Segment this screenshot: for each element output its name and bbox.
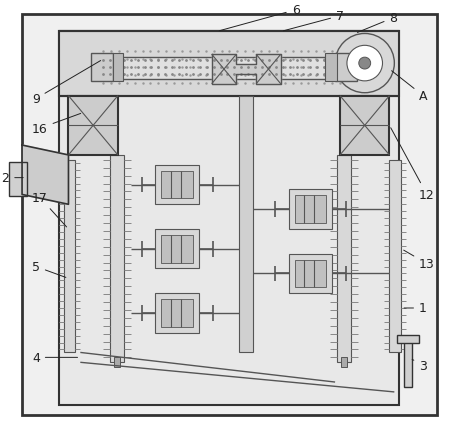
Polygon shape [212,55,281,85]
Bar [59,32,399,96]
Text: 17: 17 [32,191,67,227]
Bar [98,58,335,80]
Bar [155,294,199,333]
Bar [404,338,412,387]
Bar [289,254,332,294]
Circle shape [347,46,383,82]
Bar [64,160,75,353]
Bar [155,230,199,269]
Bar [114,357,120,367]
Bar [325,54,337,82]
Circle shape [359,58,370,70]
Bar [340,96,390,156]
Bar [335,54,357,82]
Bar [295,260,326,288]
Bar [161,235,193,263]
Text: 3: 3 [412,359,427,372]
Bar [295,196,326,224]
Bar [59,32,399,405]
Bar [289,190,332,230]
Bar [161,299,193,327]
Text: 13: 13 [404,251,435,270]
Text: 12: 12 [391,129,435,202]
Bar [91,54,113,82]
Circle shape [335,34,395,93]
Bar [341,357,347,367]
Bar [397,335,419,343]
Text: 7: 7 [283,10,344,32]
Text: 4: 4 [32,351,78,364]
Text: A: A [392,71,428,103]
Text: 8: 8 [357,12,397,34]
Text: 2: 2 [1,172,23,185]
Bar [110,156,124,362]
Text: 9: 9 [32,61,101,106]
Bar [155,166,199,205]
Bar [9,163,27,197]
Text: 6: 6 [219,4,300,32]
Bar [390,160,401,353]
Bar [113,54,123,82]
Text: 1: 1 [404,302,427,315]
Text: 16: 16 [32,114,81,135]
Polygon shape [22,146,69,205]
Text: 5: 5 [32,261,66,278]
Bar [337,156,351,362]
Bar [161,171,193,199]
Bar [69,96,118,156]
Bar [239,96,253,353]
